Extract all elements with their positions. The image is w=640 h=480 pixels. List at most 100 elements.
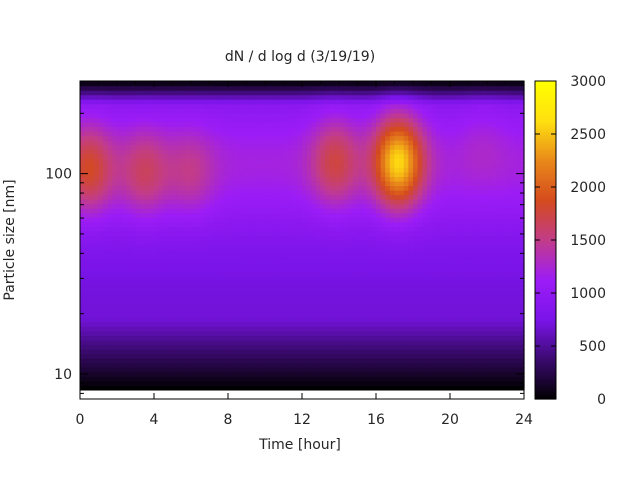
heatmap-cell [408, 221, 414, 227]
heatmap-cell [158, 149, 164, 155]
heatmap-cell [297, 221, 303, 227]
heatmap-cell [265, 153, 271, 159]
heatmap-cell [158, 308, 164, 314]
heatmap-cell [265, 317, 271, 323]
heatmap-cell [163, 90, 169, 96]
heatmap-cell [209, 235, 215, 241]
heatmap-cell [389, 362, 396, 368]
heatmap-cell [98, 367, 104, 373]
heatmap-cell [403, 140, 409, 146]
heatmap-cell [283, 353, 289, 359]
heatmap-cell [329, 108, 335, 114]
heatmap-cell [209, 144, 215, 150]
heatmap-cell [126, 112, 132, 118]
heatmap-cell [154, 121, 160, 128]
heatmap-cell [343, 349, 349, 355]
heatmap-cell [84, 344, 90, 350]
heatmap-cell [366, 244, 372, 250]
heatmap-cell [121, 140, 127, 146]
heatmap-cell [103, 240, 109, 246]
heatmap-cell [191, 339, 197, 346]
heatmap-cell [107, 249, 113, 255]
heatmap-cell [103, 385, 109, 391]
heatmap-cell [89, 171, 95, 177]
heatmap-cell [112, 135, 118, 141]
heatmap-cell [154, 235, 160, 241]
heatmap-cell [232, 367, 238, 373]
heatmap-cell [376, 317, 382, 323]
heatmap-cell [357, 299, 363, 305]
heatmap-cell [191, 253, 197, 259]
heatmap-cell [334, 262, 340, 268]
heatmap-cell [408, 140, 414, 146]
heatmap-cell [389, 280, 396, 287]
heatmap-cell [348, 112, 354, 118]
heatmap-cell [403, 135, 409, 141]
heatmap-cell [399, 167, 405, 173]
heatmap-cell [172, 153, 178, 159]
heatmap-cell [167, 226, 174, 232]
heatmap-cell [278, 262, 285, 268]
heatmap-cell [329, 235, 335, 241]
heatmap-cell [163, 149, 169, 155]
heatmap-cell [177, 303, 183, 309]
heatmap-cell [103, 99, 109, 105]
heatmap-cell [167, 339, 174, 346]
heatmap-cell [274, 217, 280, 223]
heatmap-cell [186, 158, 192, 164]
heatmap-cell [306, 330, 312, 336]
heatmap-cell [403, 367, 409, 373]
heatmap-cell [167, 326, 174, 332]
heatmap-cell [112, 317, 118, 323]
heatmap-cell [232, 289, 238, 296]
heatmap-cell [241, 90, 248, 96]
heatmap-cell [283, 99, 289, 105]
heatmap-cell [93, 221, 100, 227]
heatmap-cell [204, 267, 211, 273]
heatmap-cell [84, 285, 90, 291]
heatmap-cell [126, 271, 132, 277]
heatmap-cell [348, 349, 354, 355]
heatmap-cell [130, 90, 137, 96]
heatmap-cell [352, 362, 359, 368]
heatmap-cell [385, 203, 391, 209]
heatmap-cell [315, 344, 322, 350]
heatmap-cell [385, 117, 391, 123]
heatmap-cell [130, 126, 137, 132]
heatmap-cell [403, 203, 409, 209]
heatmap-cell [274, 267, 280, 273]
heatmap-cell [385, 149, 391, 155]
heatmap-cell [80, 130, 86, 137]
heatmap-cell [154, 385, 160, 391]
heatmap-cell [306, 321, 312, 327]
heatmap-cell [103, 176, 109, 182]
heatmap-cell [306, 130, 312, 137]
heatmap-cell [376, 312, 382, 318]
heatmap-cell [255, 299, 261, 305]
heatmap-cell [200, 144, 206, 150]
heatmap-cell [80, 185, 86, 191]
heatmap-cell [315, 258, 322, 264]
heatmap-cell [283, 299, 289, 305]
heatmap-cell [232, 326, 238, 332]
heatmap-cell [297, 339, 303, 346]
heatmap-cell [376, 330, 382, 336]
heatmap-cell [237, 149, 243, 155]
heatmap-cell [84, 162, 90, 168]
heatmap-cell [389, 253, 396, 259]
heatmap-cell [385, 376, 391, 382]
heatmap-cell [255, 349, 261, 355]
heatmap-cell [403, 289, 409, 296]
heatmap-cell [154, 326, 160, 332]
heatmap-cell [218, 85, 224, 91]
heatmap-cell [191, 94, 197, 100]
heatmap-cell [117, 285, 123, 291]
heatmap-cell [107, 280, 113, 287]
heatmap-cell [269, 162, 275, 168]
heatmap-cell [413, 203, 419, 209]
heatmap-cell [297, 190, 303, 196]
heatmap-cell [149, 376, 155, 382]
heatmap-cell [200, 303, 206, 309]
heatmap-cell [126, 94, 132, 100]
heatmap-cell [380, 344, 386, 350]
